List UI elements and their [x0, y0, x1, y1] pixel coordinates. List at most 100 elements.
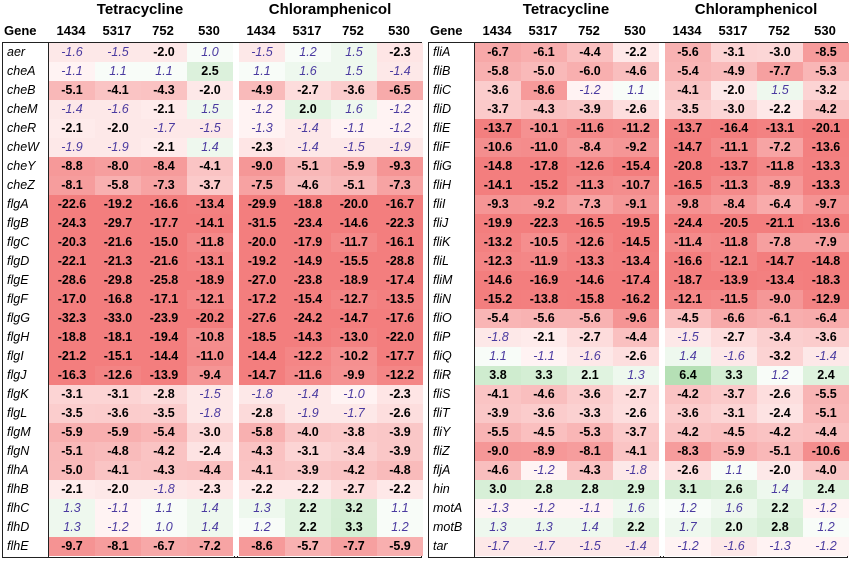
- value-cell: -20.0: [239, 233, 285, 252]
- value-cell: 1.6: [285, 62, 331, 81]
- gene-label: fliT: [433, 406, 450, 420]
- value-cell: -2.1: [49, 480, 95, 499]
- table-row: cheB -5.1 -4.1 -4.3 -2.0 -4.9 -2.7 -3.6 -6.5: [3, 81, 423, 100]
- value-cell: -3.7: [613, 423, 659, 442]
- value-cell: -4.9: [711, 62, 757, 81]
- value-cell: -9.6: [613, 309, 659, 328]
- gene-label: flgH: [7, 330, 30, 344]
- value-cell: -10.7: [613, 176, 659, 195]
- value-cell: -25.8: [141, 271, 187, 290]
- value-cell: -3.2: [757, 347, 803, 366]
- value-cell: -17.1: [141, 290, 187, 309]
- value-cell: -4.1: [187, 157, 233, 176]
- value-cell: -1.9: [95, 138, 141, 157]
- table-row: flgG -32.3 -33.0 -23.9 -20.2 -27.6 -24.2 -14.7-…: [3, 309, 423, 328]
- group-gap: [233, 271, 239, 290]
- value-cell: -2.7: [711, 328, 757, 347]
- column-header-1434: 1434: [672, 23, 702, 38]
- gene-label: fliF: [433, 140, 450, 154]
- value-cell: -9.0: [239, 157, 285, 176]
- value-cell: -16.9: [521, 271, 567, 290]
- value-cell: -22.0: [377, 328, 423, 347]
- value-cell: -2.7: [331, 480, 377, 499]
- table-row: fliR 3.8 3.3 2.1 1.3 6.4 3.3 1.2 2.4: [429, 366, 849, 385]
- value-cell: -1.2: [521, 461, 567, 480]
- group-gap: [233, 423, 239, 442]
- value-cell: -29.9: [239, 195, 285, 214]
- value-cell: -13.6: [803, 138, 849, 157]
- value-cell: -3.9: [285, 461, 331, 480]
- value-cell: 1.0: [187, 43, 233, 62]
- group-gap: [659, 442, 665, 461]
- value-cell: -2.6: [665, 461, 711, 480]
- value-cell: 3.3: [331, 518, 377, 537]
- gene-label: hin: [433, 482, 450, 496]
- value-cell: -2.0: [95, 480, 141, 499]
- column-separator: [47, 43, 49, 557]
- value-cell: -8.1: [49, 176, 95, 195]
- value-cell: -14.6: [475, 271, 521, 290]
- gene-label: flgG: [7, 311, 30, 325]
- value-cell: -8.5: [803, 43, 849, 62]
- group-gap: [233, 176, 239, 195]
- value-cell: -9.9: [331, 366, 377, 385]
- value-cell: -1.6: [711, 347, 757, 366]
- value-cell: -7.2: [187, 537, 233, 556]
- value-cell: -13.3: [803, 157, 849, 176]
- table-row: fliP -1.8 -2.1 -2.7 -4.4 -1.5 -2.7 -3.4 -3.6: [429, 328, 849, 347]
- value-cell: -11.8: [187, 233, 233, 252]
- group-gap: [659, 100, 665, 119]
- value-cell: 1.0: [141, 518, 187, 537]
- value-cell: -17.7: [377, 347, 423, 366]
- value-cell: -7.3: [141, 176, 187, 195]
- value-cell: -16.5: [567, 214, 613, 233]
- column-header-1434: 1434: [482, 23, 512, 38]
- value-cell: -3.7: [475, 100, 521, 119]
- group-gap: [233, 499, 239, 518]
- table-row: fliZ -9.0 -8.9 -8.1 -4.1 -8.3 -5.9 -5.1 -10.6: [429, 442, 849, 461]
- value-cell: -9.0: [475, 442, 521, 461]
- value-cell: 3.2: [331, 499, 377, 518]
- table-row: fliH -14.1 -15.2 -11.3 -10.7 -16.5 -11.3 -8.9 -1…: [429, 176, 849, 195]
- value-cell: -5.1: [757, 442, 803, 461]
- value-cell: 1.5: [187, 100, 233, 119]
- value-cell: -1.1: [567, 499, 613, 518]
- gene-label: motA: [433, 501, 463, 515]
- gene-label: flgC: [7, 235, 30, 249]
- value-cell: -17.6: [377, 309, 423, 328]
- value-cell: 2.0: [711, 518, 757, 537]
- value-cell: -1.4: [377, 62, 423, 81]
- group-gap: [233, 461, 239, 480]
- value-cell: -5.4: [475, 309, 521, 328]
- value-cell: 1.3: [239, 499, 285, 518]
- value-cell: 1.3: [521, 518, 567, 537]
- group-gap: [233, 404, 239, 423]
- value-cell: -15.0: [141, 233, 187, 252]
- value-cell: -16.1: [377, 233, 423, 252]
- value-cell: -4.2: [141, 442, 187, 461]
- value-cell: 1.3: [475, 518, 521, 537]
- column-header-1434: 1434: [56, 23, 86, 38]
- group-gap: [659, 328, 665, 347]
- value-cell: 2.0: [285, 100, 331, 119]
- value-cell: -5.6: [521, 309, 567, 328]
- value-cell: -11.6: [285, 366, 331, 385]
- value-cell: -2.1: [521, 328, 567, 347]
- value-cell: -5.8: [475, 62, 521, 81]
- value-cell: -23.4: [285, 214, 331, 233]
- value-cell: -3.9: [377, 423, 423, 442]
- value-cell: -7.2: [757, 138, 803, 157]
- value-cell: -3.1: [49, 385, 95, 404]
- value-cell: -1.4: [285, 138, 331, 157]
- group-gap: [233, 347, 239, 366]
- gene-column-header: Gene: [4, 23, 37, 38]
- value-cell: -9.3: [377, 157, 423, 176]
- value-cell: -14.6: [567, 271, 613, 290]
- column-header-752: 752: [578, 23, 600, 38]
- value-cell: -1.1: [95, 499, 141, 518]
- column-header-752: 752: [768, 23, 790, 38]
- value-cell: -8.4: [567, 138, 613, 157]
- table-row: flgD -22.1 -21.3 -21.6 -13.1 -19.2 -14.9 -15.5-…: [3, 252, 423, 271]
- value-cell: -1.8: [239, 385, 285, 404]
- value-cell: -11.3: [567, 176, 613, 195]
